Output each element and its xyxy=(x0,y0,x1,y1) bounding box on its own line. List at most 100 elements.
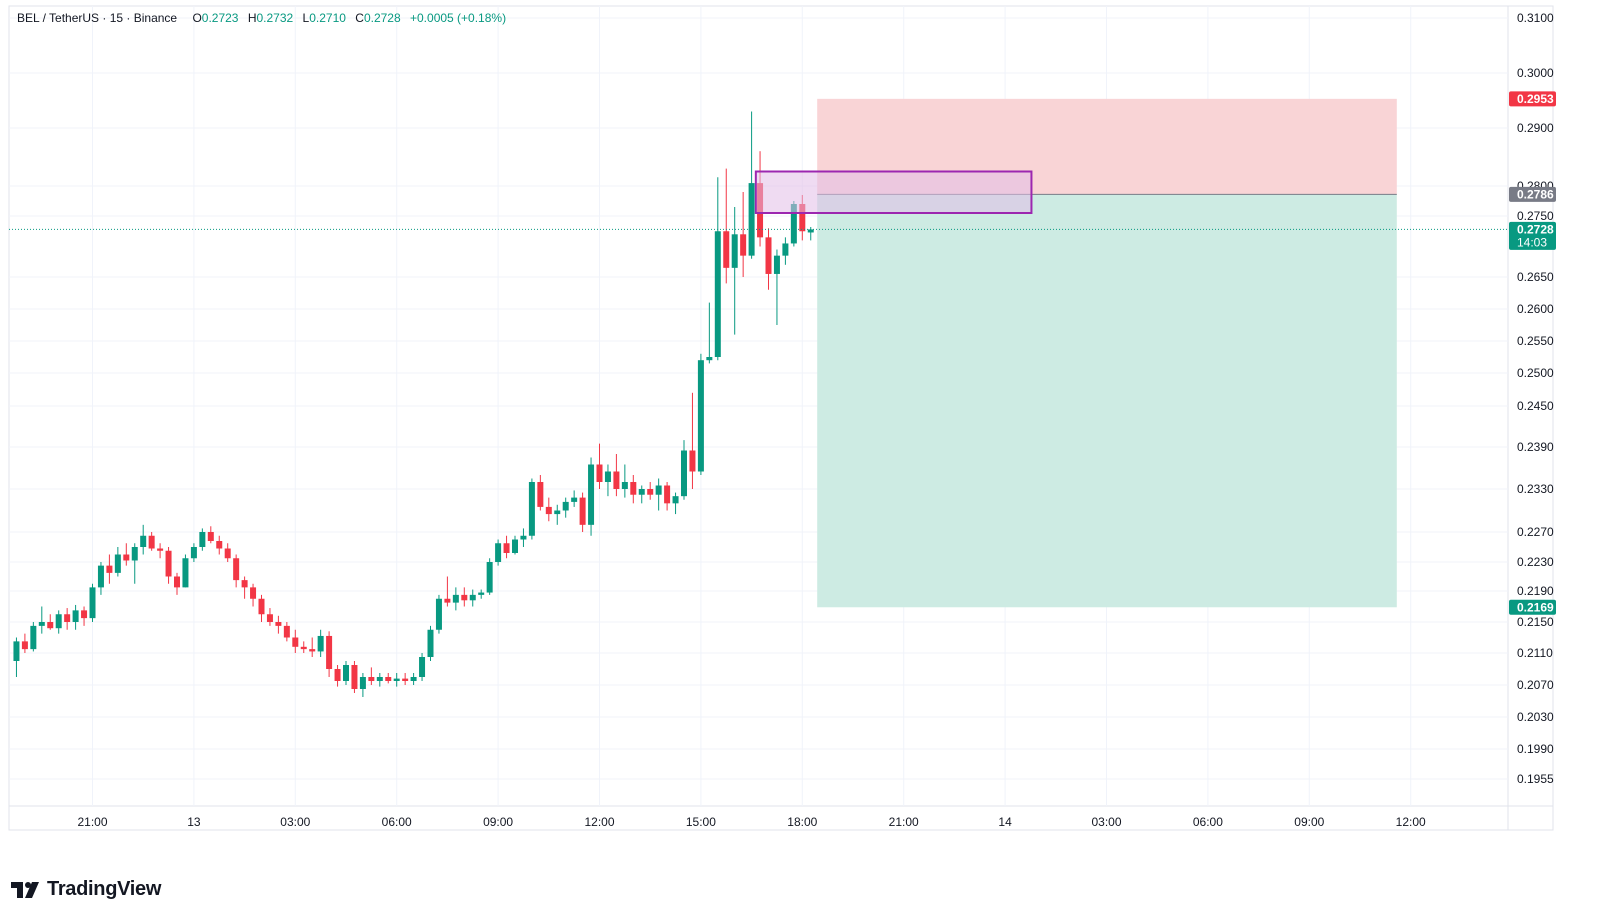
price-axis[interactable]: 0.31000.30000.29000.28000.27500.26500.26… xyxy=(1509,11,1556,786)
candle xyxy=(537,475,544,511)
candle xyxy=(241,576,248,599)
candle-body xyxy=(621,482,628,489)
candle xyxy=(647,482,654,500)
x-tick-label: 03:00 xyxy=(280,815,310,829)
candle-body xyxy=(520,535,527,540)
candle xyxy=(427,625,434,661)
candle xyxy=(317,629,324,657)
candle xyxy=(697,353,704,475)
candle-body xyxy=(250,587,257,599)
y-tick-label: 0.2110 xyxy=(1517,646,1553,660)
candle xyxy=(190,543,197,562)
candle xyxy=(452,587,459,611)
tradingview-logo[interactable]: TradingView xyxy=(11,878,161,901)
y-tick-label: 0.2230 xyxy=(1517,555,1554,569)
close-value: 0.2728 xyxy=(363,11,401,25)
candle xyxy=(672,492,679,515)
highlight-box[interactable] xyxy=(754,170,1033,214)
candle-body xyxy=(21,641,28,650)
candle xyxy=(630,475,637,504)
candle xyxy=(55,610,62,634)
candle-body xyxy=(123,554,130,561)
candle-body xyxy=(528,482,535,536)
x-tick-label: 13 xyxy=(187,815,201,829)
candle-body xyxy=(157,548,164,551)
candle-body xyxy=(554,510,561,515)
y-tick-label: 0.3000 xyxy=(1517,66,1554,80)
open-value: 0.2723 xyxy=(201,11,239,25)
candle xyxy=(613,454,620,497)
candle xyxy=(562,497,569,518)
candle-body xyxy=(81,610,88,619)
take-profit-zone[interactable] xyxy=(817,194,1397,608)
candle-body xyxy=(697,360,704,472)
x-tick-label: 18:00 xyxy=(787,815,817,829)
candle xyxy=(435,594,442,634)
y-tick-label: 0.2600 xyxy=(1517,302,1554,316)
candle xyxy=(773,249,780,325)
candle-body xyxy=(309,649,316,652)
y-tick-label: 0.2070 xyxy=(1517,678,1554,692)
candle xyxy=(81,606,88,626)
target-price-badge[interactable] xyxy=(1509,599,1556,615)
candle xyxy=(72,604,79,630)
candle-body xyxy=(64,614,71,622)
current-price-badge[interactable] xyxy=(1509,221,1556,250)
entry-price-badge[interactable] xyxy=(1509,186,1556,202)
symbol-title[interactable]: BEL / TetherUS · 15 · Binance xyxy=(17,11,178,25)
y-tick-label: 0.2330 xyxy=(1517,482,1554,496)
x-tick-label: 09:00 xyxy=(1294,815,1324,829)
candle-body xyxy=(588,464,595,525)
y-tick-label: 0.2150 xyxy=(1517,615,1554,629)
candle-body xyxy=(613,471,620,489)
stop-price-badge[interactable] xyxy=(1509,91,1556,107)
candle xyxy=(723,168,730,284)
candle xyxy=(469,589,476,607)
candle xyxy=(681,440,687,500)
low-key: L xyxy=(302,11,310,25)
candle-body xyxy=(368,677,375,681)
candle-body xyxy=(512,539,518,553)
y-tick-label: 0.2450 xyxy=(1517,399,1554,413)
y-tick-label: 0.1990 xyxy=(1517,742,1554,756)
candle xyxy=(376,673,383,687)
time-axis[interactable]: 21:00 13 03:00 06:00 09:00 12:00 15:00 18:00 21:… xyxy=(77,815,1426,829)
candle xyxy=(731,207,738,335)
candle xyxy=(123,543,130,566)
x-tick-label: 12:00 xyxy=(584,815,614,829)
candle xyxy=(13,637,20,677)
candle-body xyxy=(469,594,476,601)
candle xyxy=(64,608,71,630)
candle-body xyxy=(106,565,113,573)
y-tick-label: 0.2270 xyxy=(1517,525,1554,539)
candle-body xyxy=(266,614,273,622)
candle-body xyxy=(38,622,45,626)
candle-body xyxy=(740,234,747,256)
candle-body xyxy=(114,554,121,573)
candle xyxy=(689,392,696,489)
candle-body xyxy=(452,594,459,603)
candle-body xyxy=(351,665,358,689)
candle-body xyxy=(199,532,206,547)
candle xyxy=(292,629,299,653)
candle xyxy=(114,547,121,577)
candle-body xyxy=(486,562,493,593)
candle xyxy=(131,543,138,584)
change-value: +0.0005 (+0.18%) xyxy=(410,11,507,25)
candle-body xyxy=(174,576,180,588)
candle xyxy=(283,622,290,642)
candle-body xyxy=(478,592,485,595)
y-tick-label: 0.1955 xyxy=(1517,772,1554,786)
candle-body xyxy=(359,677,366,689)
candle-body xyxy=(233,558,240,581)
candle-body xyxy=(723,231,730,268)
x-tick-label: 03:00 xyxy=(1091,815,1121,829)
candle-body xyxy=(444,598,451,603)
close-key: C xyxy=(355,11,364,25)
candle-body xyxy=(165,550,172,577)
candle xyxy=(604,464,611,497)
candle xyxy=(334,665,341,687)
candle-body xyxy=(706,357,713,361)
